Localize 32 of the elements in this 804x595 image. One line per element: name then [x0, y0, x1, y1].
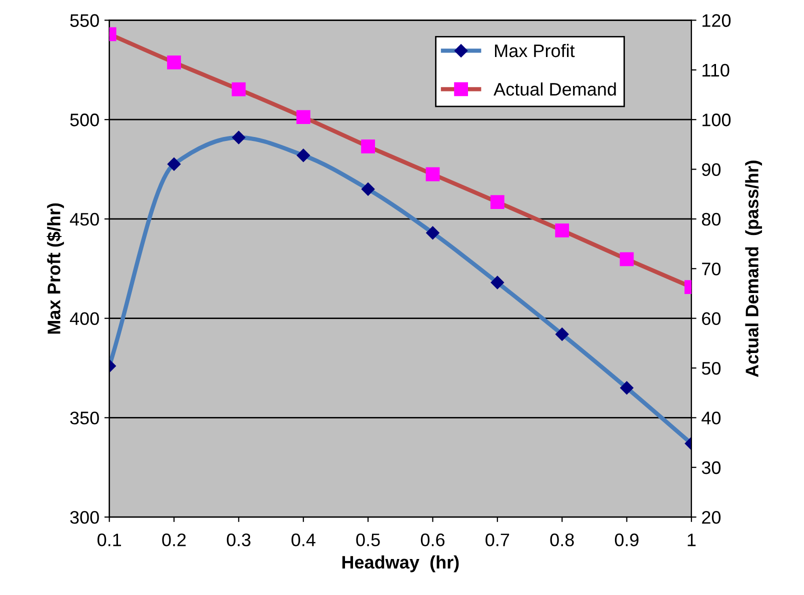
y-tick-label: 400	[70, 312, 99, 326]
x-tick-label: 0.5	[356, 534, 380, 546]
x-tick-label: 0.7	[486, 534, 510, 546]
y-tick-label: 500	[70, 114, 99, 126]
y2-tick-label: 60	[702, 312, 721, 326]
x-tick-label: 1	[688, 534, 696, 546]
legend-label: Max Profit	[495, 44, 575, 58]
y2-tick-label: 90	[702, 163, 721, 176]
y-tick-label: 300	[70, 510, 99, 524]
y2-tick-label: 50	[702, 362, 721, 375]
y2-tick-label: 70	[702, 262, 721, 276]
y2-tick-label: 120	[702, 14, 731, 27]
x-tick-label: 0.3	[226, 534, 250, 546]
y-tick-label: 350	[70, 412, 99, 424]
y2-tick-label: 80	[702, 212, 721, 226]
legend-label: Actual Demand	[494, 82, 616, 96]
y-tick-label: 450	[70, 212, 99, 226]
y2-tick-label: 110	[702, 64, 730, 77]
x-tick-label: 0.8	[550, 534, 574, 546]
x-axis-title: Headway (hr)	[342, 555, 459, 572]
y2-tick-label: 100	[702, 114, 731, 126]
y2-tick-label: 40	[702, 412, 721, 424]
x-tick-label: 0.2	[162, 534, 186, 546]
y2-tick-label: 20	[702, 510, 721, 524]
x-tick-label: 0.9	[614, 534, 638, 546]
x-tick-label: 0.1	[98, 534, 122, 546]
x-tick-label: 0.4	[292, 534, 316, 546]
y-tick-label: 550	[70, 14, 99, 27]
y2-axis-title: Actual Demand (pass/hr)	[745, 160, 762, 378]
y2-tick-label: 30	[702, 461, 721, 474]
x-tick-label: 0.6	[420, 534, 444, 546]
y-axis-title: Max Proft ($/hr)	[46, 203, 64, 334]
